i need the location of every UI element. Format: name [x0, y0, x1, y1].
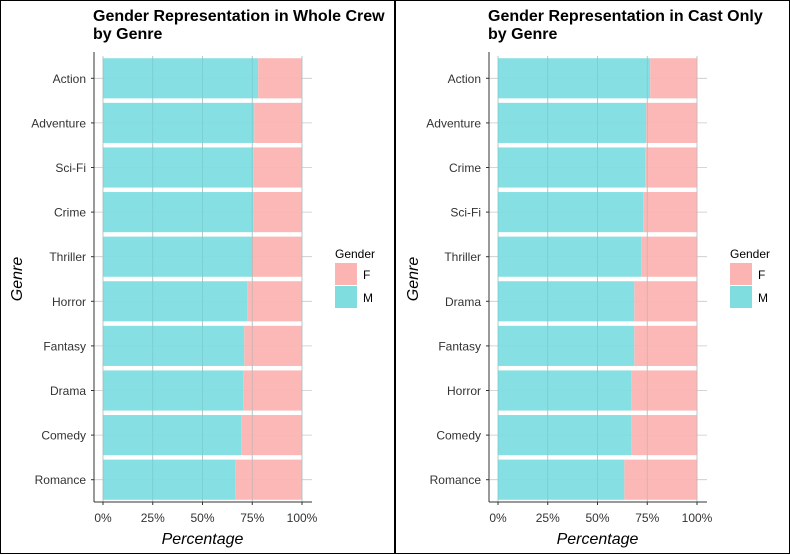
bar-m-horror [103, 281, 248, 322]
x-tick-label: 50% [585, 511, 609, 525]
legend-label-m: M [758, 291, 768, 305]
y-tick-label: Thriller [49, 250, 86, 264]
x-tick-label: 50% [190, 511, 214, 525]
bar-f-romance [235, 459, 302, 500]
bar-m-action [103, 58, 259, 99]
bar-f-thriller [641, 236, 697, 277]
bar-f-sci-fi [643, 192, 697, 233]
y-tick-label: Romance [430, 473, 482, 487]
bar-f-fantasy [244, 325, 302, 366]
bar-f-sci-fi [253, 147, 302, 188]
bar-f-adventure [254, 102, 302, 143]
bar-f-romance [624, 459, 697, 500]
y-tick-label: Comedy [41, 429, 86, 443]
bar-m-crime [498, 147, 646, 188]
bar-f-action [258, 58, 302, 99]
bar-m-romance [103, 459, 236, 500]
bar-f-comedy [241, 415, 302, 456]
y-axis-title: Genre [405, 257, 422, 302]
bar-m-sci-fi [498, 192, 644, 233]
chart-title-line: Gender Representation in Cast Only [488, 8, 763, 25]
y-tick-label: Crime [449, 161, 481, 175]
bar-m-action [498, 58, 651, 99]
y-tick-label: Fantasy [438, 339, 481, 353]
y-tick-label: Drama [50, 384, 86, 398]
x-axis-title: Percentage [557, 531, 639, 548]
chart-title-line: by Genre [93, 26, 162, 43]
chart-title-line: by Genre [488, 26, 557, 43]
y-tick-label: Comedy [436, 429, 481, 443]
y-tick-label: Action [53, 72, 86, 86]
legend: Gender FM [335, 247, 375, 308]
bar-m-horror [498, 370, 632, 411]
legend-title: Gender [335, 247, 375, 261]
bar-m-thriller [498, 236, 642, 277]
y-tick-label: Horror [52, 295, 86, 309]
x-tick-label: 25% [141, 511, 165, 525]
legend-label-m: M [363, 291, 373, 305]
y-tick-label: Drama [445, 295, 481, 309]
bar-m-crime [103, 192, 254, 233]
y-tick-label: Romance [35, 473, 87, 487]
legend: Gender FM [730, 247, 770, 308]
bar-m-fantasy [103, 325, 245, 366]
x-tick-label: 25% [536, 511, 560, 525]
x-tick-label: 100% [682, 511, 713, 525]
bar-f-drama [243, 370, 302, 411]
legend-label-f: F [363, 268, 370, 282]
bar-m-comedy [103, 415, 242, 456]
legend-title: Gender [730, 247, 770, 261]
bar-m-fantasy [498, 325, 635, 366]
y-tick-label: Fantasy [43, 339, 86, 353]
bar-m-comedy [498, 415, 632, 456]
bar-f-crime [645, 147, 697, 188]
bar-m-drama [103, 370, 244, 411]
legend-key-f [335, 263, 357, 285]
bar-m-thriller [103, 236, 253, 277]
y-tick-label: Sci-Fi [55, 161, 86, 175]
x-axis-title: Percentage [162, 531, 244, 548]
bar-f-horror [631, 370, 697, 411]
y-axis-title: Genre [9, 257, 26, 302]
bar-m-adventure [103, 102, 255, 143]
bar-f-comedy [631, 415, 697, 456]
bar-m-adventure [498, 102, 647, 143]
x-tick-label: 75% [635, 511, 659, 525]
x-tick-label: 100% [287, 511, 318, 525]
x-tick-label: 0% [94, 511, 112, 525]
legend-key-f [730, 263, 752, 285]
y-tick-label: Action [448, 72, 481, 86]
x-tick-label: 0% [489, 511, 507, 525]
bar-f-thriller [252, 236, 302, 277]
legend-key-m [730, 286, 752, 308]
bar-m-sci-fi [103, 147, 254, 188]
legend-key-m [335, 286, 357, 308]
chart-title-line: Gender Representation in Whole Crew [93, 8, 385, 25]
bar-f-horror [247, 281, 302, 322]
y-tick-label: Thriller [444, 250, 481, 264]
bar-m-drama [498, 281, 635, 322]
x-tick-label: 75% [240, 511, 264, 525]
y-tick-label: Horror [447, 384, 481, 398]
panel-border-left [0, 0, 395, 554]
bar-f-crime [253, 192, 302, 233]
y-tick-label: Adventure [31, 116, 86, 130]
y-tick-label: Adventure [426, 116, 481, 130]
bar-f-action [650, 58, 697, 99]
legend-label-f: F [758, 268, 765, 282]
y-tick-label: Sci-Fi [450, 206, 481, 220]
bar-m-romance [498, 459, 625, 500]
y-tick-label: Crime [54, 206, 86, 220]
bar-f-drama [634, 281, 697, 322]
bar-f-fantasy [634, 325, 697, 366]
bar-f-adventure [646, 102, 697, 143]
